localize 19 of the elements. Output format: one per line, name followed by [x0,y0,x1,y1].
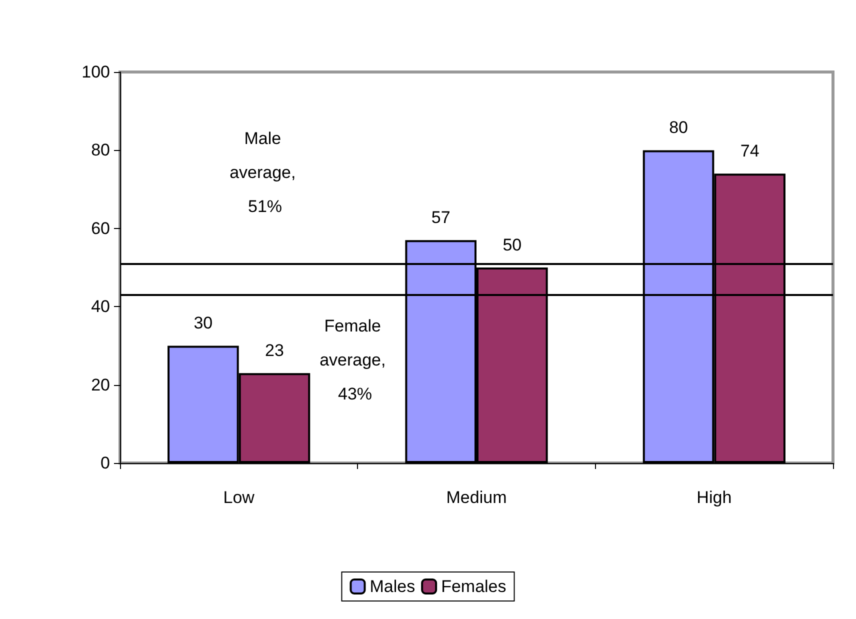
data-label: 50 [502,236,522,254]
y-tick-label: 60 [91,218,110,238]
data-label: 23 [265,341,284,360]
y-tick-label: 40 [91,297,110,316]
data-label: 57 [431,208,450,228]
y-tick-label: 20 [91,375,110,394]
data-label: 74 [740,142,760,161]
x-tick-label: Medium [446,488,507,507]
ref-line-label: Female average, 43% [320,316,390,404]
legend-label: Females [441,577,506,596]
legend-label: Males [370,577,416,596]
x-tick-label: Low [223,488,256,507]
data-label: 80 [669,118,688,138]
ref-line-label: Male average, 51% [230,129,300,216]
data-label: 30 [194,314,213,333]
x-tick-label: High [696,488,732,507]
y-tick-label: 80 [91,140,110,160]
y-tick-label: 100 [82,62,110,82]
y-tick-label: 0 [100,454,110,472]
